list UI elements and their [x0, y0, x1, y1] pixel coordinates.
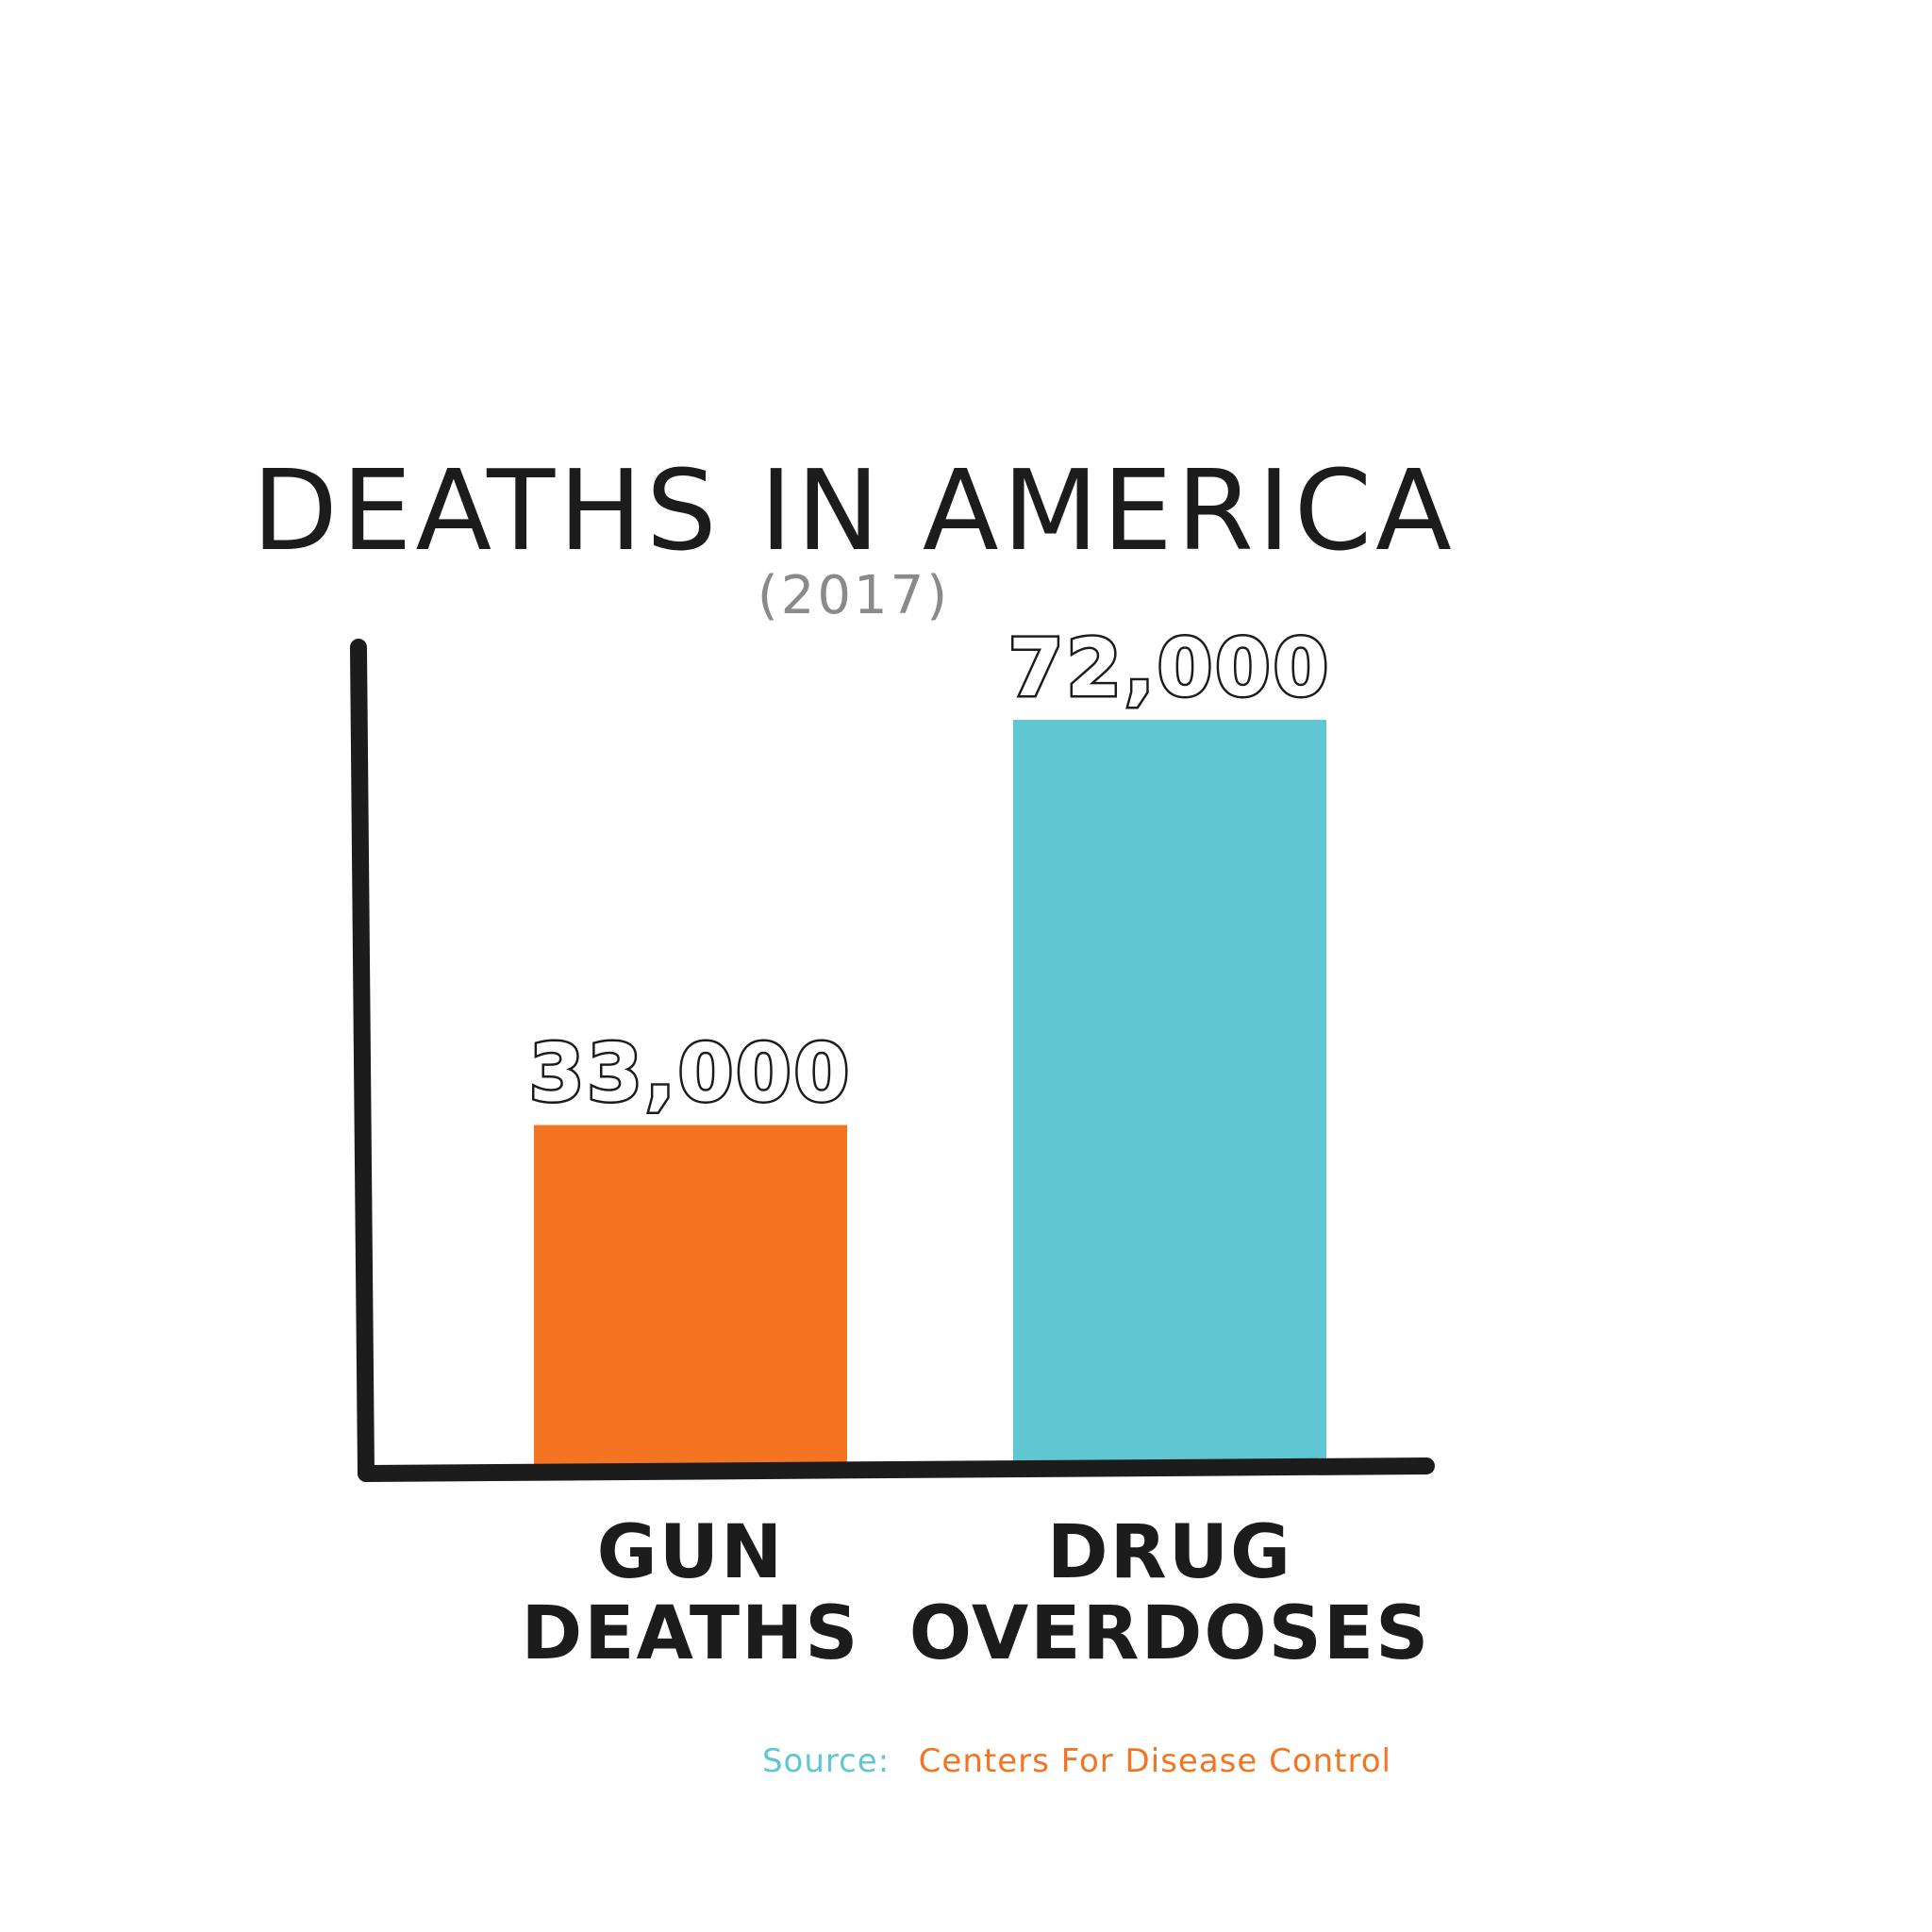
- category-label-1-line-1: OVERDOSES: [909, 1591, 1431, 1676]
- x-axis: [358, 1457, 1435, 1482]
- bar-1: [1013, 720, 1326, 1468]
- value-label-1: 72,000: [1008, 622, 1331, 714]
- category-label-0-line-0: GUN: [597, 1510, 785, 1595]
- value-label-0: 33,000: [529, 1027, 852, 1120]
- chart-subtitle: (2017): [758, 565, 950, 626]
- chart-title: DEATHS IN AMERICA: [252, 445, 1456, 575]
- category-label-0-line-1: DEATHS: [521, 1591, 859, 1676]
- source-prefix: Source:: [762, 1742, 890, 1780]
- value-labels-layer: 33,000 72,000: [526, 620, 1331, 1122]
- bar-0: [534, 1124, 847, 1468]
- category-labels-layer: GUN DEATHS DRUG OVERDOSES: [521, 1510, 1431, 1676]
- category-label-0: GUN DEATHS: [521, 1510, 859, 1676]
- category-label-1-line-0: DRUG: [1047, 1510, 1292, 1595]
- bars-layer: [534, 720, 1326, 1468]
- category-label-1: DRUG OVERDOSES: [909, 1510, 1431, 1676]
- source-line: Source: Centers For Disease Control: [762, 1742, 1391, 1780]
- y-axis: [350, 639, 375, 1482]
- source-name: Centers For Disease Control: [919, 1742, 1391, 1780]
